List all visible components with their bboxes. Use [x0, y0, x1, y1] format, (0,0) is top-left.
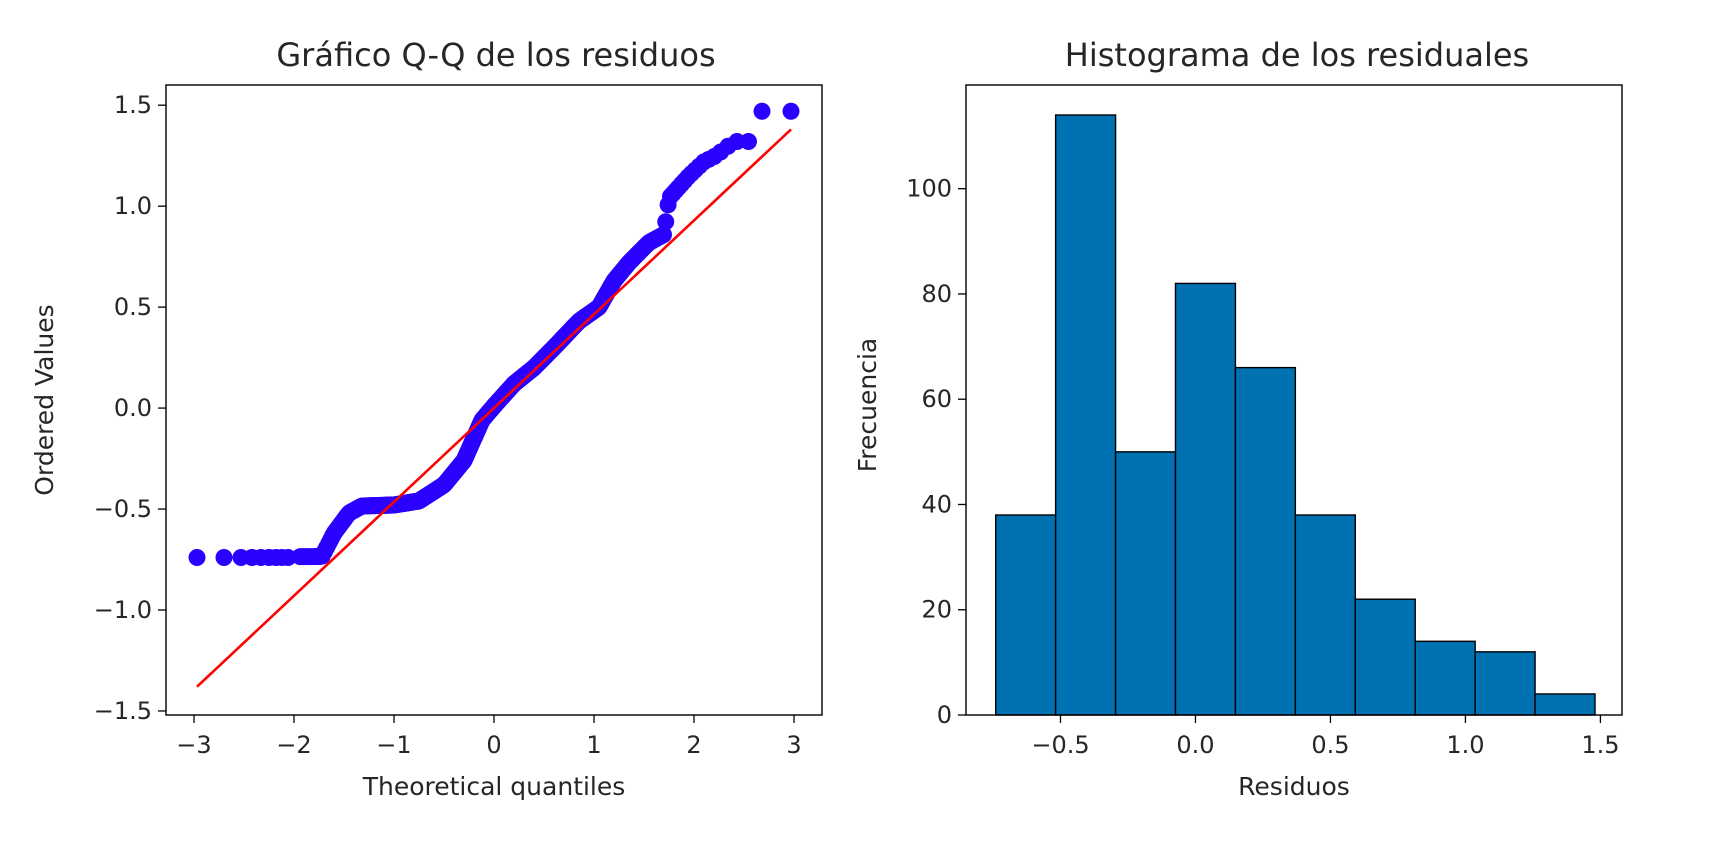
- histogram-bar: [1174, 282, 1237, 716]
- histogram-bar: [1534, 693, 1596, 716]
- qq-x-tick-label: −3: [176, 731, 211, 759]
- histogram-y-ticks: 0 20 40 60 80 100: [906, 175, 966, 729]
- histogram-x-tick-label: 0.0: [1176, 731, 1214, 759]
- histogram-y-axis-label: Frecuencia: [853, 338, 882, 473]
- histogram-y-tick-label: 0: [937, 701, 952, 729]
- histogram-bar: [1114, 451, 1177, 716]
- qq-plot-area: [188, 102, 800, 688]
- histogram-bar: [1414, 640, 1476, 716]
- qq-reference-line: [196, 128, 792, 688]
- histogram-bar: [1354, 598, 1416, 716]
- qq-x-tick-label: 0: [486, 731, 501, 759]
- qq-y-axis-label: Ordered Values: [30, 304, 59, 495]
- histogram-x-tick-label: 0.5: [1311, 731, 1349, 759]
- qq-data-point: [655, 226, 673, 244]
- histogram-y-tick-label: 40: [921, 490, 952, 518]
- qq-data-point: [753, 102, 771, 120]
- histogram-y-tick-label: 60: [921, 385, 952, 413]
- qq-data-point: [279, 549, 297, 566]
- histogram-x-tick-label: 1.5: [1581, 731, 1619, 759]
- histogram-bar: [994, 514, 1057, 716]
- qq-plot-title: Gráfico Q-Q de los residuos: [276, 36, 715, 74]
- qq-y-tick-label: 0.5: [114, 293, 152, 321]
- histogram-bar: [1234, 366, 1297, 716]
- histogram-x-tick-label: −0.5: [1031, 731, 1089, 759]
- qq-x-tick-label: −1: [376, 731, 411, 759]
- qq-y-tick-label: −1.0: [94, 596, 152, 624]
- histogram-x-tick-label: 1.0: [1446, 731, 1484, 759]
- qq-x-tick-label: 2: [686, 731, 701, 759]
- qq-data-point: [782, 102, 800, 120]
- histogram-x-ticks: −0.5 0.0 0.5 1.0 1.5: [1031, 715, 1619, 759]
- qq-data-point: [215, 549, 233, 566]
- histogram-bar: [1054, 114, 1117, 716]
- qq-y-tick-label: 1.5: [114, 91, 152, 119]
- qq-data-point: [739, 133, 757, 151]
- histogram-panel: Histograma de los residuales −0.5 0.0 0.5 1…: [853, 36, 1623, 801]
- qq-x-tick-label: 3: [786, 731, 801, 759]
- qq-x-axis-label: Theoretical quantiles: [362, 772, 626, 801]
- qq-data-point: [188, 549, 206, 566]
- qq-x-tick-label: 1: [586, 731, 601, 759]
- histogram-bar: [1474, 651, 1536, 716]
- qq-x-tick-label: −2: [276, 731, 311, 759]
- qq-data-point: [657, 213, 675, 231]
- qq-plot-panel: Gráfico Q-Q de los residuos −3 −2 −1 0 1 2 3 −…: [30, 36, 823, 801]
- histogram-y-tick-label: 80: [921, 280, 952, 308]
- histogram-x-axis-label: Residuos: [1238, 772, 1350, 801]
- qq-y-tick-label: −1.5: [94, 697, 152, 725]
- histogram-title: Histograma de los residuales: [1065, 36, 1529, 74]
- histogram-y-tick-label: 20: [921, 596, 952, 624]
- qq-x-ticks: −3 −2 −1 0 1 2 3: [176, 715, 802, 759]
- histogram-y-tick-label: 100: [906, 175, 952, 203]
- histogram-axes-frame: [965, 84, 1623, 716]
- histogram-bar: [1294, 514, 1356, 716]
- qq-y-ticks: −1.5 −1.0 −0.5 0.0 0.5 1.0 1.5: [94, 91, 166, 725]
- qq-y-tick-label: 0.0: [114, 394, 152, 422]
- qq-y-tick-label: −0.5: [94, 495, 152, 523]
- qq-y-tick-label: 1.0: [114, 192, 152, 220]
- histogram-plot-area: [994, 114, 1596, 716]
